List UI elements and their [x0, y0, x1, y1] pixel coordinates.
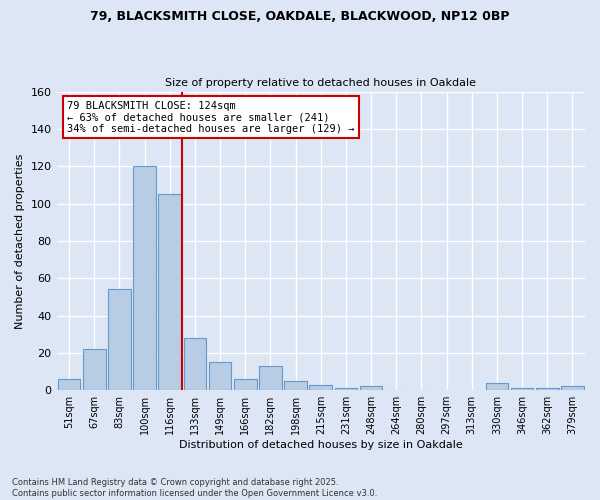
- Bar: [133, 166, 156, 390]
- Bar: [184, 338, 206, 390]
- Bar: [58, 379, 80, 390]
- Y-axis label: Number of detached properties: Number of detached properties: [15, 153, 25, 328]
- Bar: [83, 349, 106, 390]
- Text: Contains HM Land Registry data © Crown copyright and database right 2025.
Contai: Contains HM Land Registry data © Crown c…: [12, 478, 377, 498]
- Bar: [158, 194, 181, 390]
- Bar: [209, 362, 232, 390]
- Bar: [536, 388, 559, 390]
- Text: 79 BLACKSMITH CLOSE: 124sqm
← 63% of detached houses are smaller (241)
34% of se: 79 BLACKSMITH CLOSE: 124sqm ← 63% of det…: [67, 100, 355, 134]
- X-axis label: Distribution of detached houses by size in Oakdale: Distribution of detached houses by size …: [179, 440, 463, 450]
- Bar: [360, 386, 382, 390]
- Bar: [511, 388, 533, 390]
- Bar: [234, 379, 257, 390]
- Text: 79, BLACKSMITH CLOSE, OAKDALE, BLACKWOOD, NP12 0BP: 79, BLACKSMITH CLOSE, OAKDALE, BLACKWOOD…: [90, 10, 510, 23]
- Bar: [310, 384, 332, 390]
- Bar: [108, 290, 131, 390]
- Bar: [335, 388, 357, 390]
- Bar: [259, 366, 282, 390]
- Title: Size of property relative to detached houses in Oakdale: Size of property relative to detached ho…: [165, 78, 476, 88]
- Bar: [284, 381, 307, 390]
- Bar: [485, 382, 508, 390]
- Bar: [561, 386, 584, 390]
